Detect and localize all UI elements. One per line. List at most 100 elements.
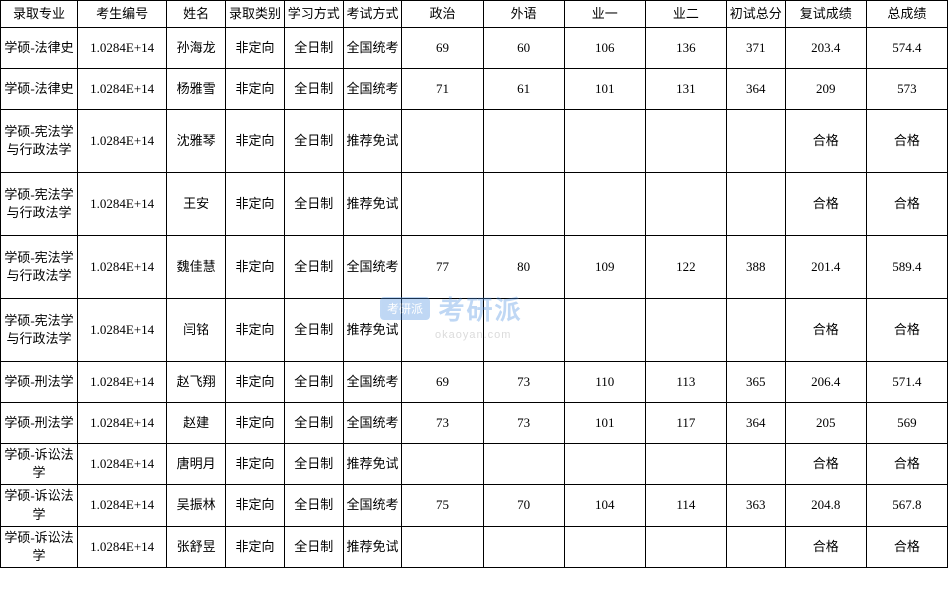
table-cell: 69 [402, 28, 483, 69]
table-cell: 学硕-法律史 [1, 69, 78, 110]
table-cell: 117 [645, 403, 726, 444]
table-cell: 201.4 [785, 236, 866, 299]
table-cell: 赵飞翔 [167, 362, 226, 403]
table-cell: 1.0284E+14 [78, 403, 167, 444]
table-cell: 非定向 [226, 236, 285, 299]
table-cell [402, 526, 483, 567]
table-cell: 388 [726, 236, 785, 299]
table-cell: 非定向 [226, 403, 285, 444]
table-cell: 206.4 [785, 362, 866, 403]
table-cell: 203.4 [785, 28, 866, 69]
table-cell: 209 [785, 69, 866, 110]
column-header: 业二 [645, 1, 726, 28]
table-cell [483, 526, 564, 567]
table-row: 学硕-诉讼法学1.0284E+14张舒昱非定向全日制推荐免试合格合格 [1, 526, 948, 567]
table-cell: 106 [564, 28, 645, 69]
table-cell: 73 [483, 403, 564, 444]
table-cell: 学硕-刑法学 [1, 362, 78, 403]
table-cell: 364 [726, 69, 785, 110]
table-cell [483, 299, 564, 362]
table-cell: 学硕-宪法学与行政法学 [1, 299, 78, 362]
column-header: 姓名 [167, 1, 226, 28]
table-row: 学硕-刑法学1.0284E+14赵建非定向全日制全国统考737310111736… [1, 403, 948, 444]
table-row: 学硕-刑法学1.0284E+14赵飞翔非定向全日制全国统考69731101133… [1, 362, 948, 403]
table-cell: 推荐免试 [343, 299, 402, 362]
table-cell: 204.8 [785, 485, 866, 526]
table-cell [564, 299, 645, 362]
table-cell: 推荐免试 [343, 173, 402, 236]
table-cell: 全日制 [284, 236, 343, 299]
table-cell: 学硕-刑法学 [1, 403, 78, 444]
table-cell: 全国统考 [343, 28, 402, 69]
table-cell: 全日制 [284, 69, 343, 110]
table-cell: 王安 [167, 173, 226, 236]
table-cell: 全国统考 [343, 485, 402, 526]
table-cell [402, 110, 483, 173]
table-cell: 非定向 [226, 485, 285, 526]
table-cell: 唐明月 [167, 444, 226, 485]
table-cell: 学硕-法律史 [1, 28, 78, 69]
table-cell: 非定向 [226, 444, 285, 485]
table-row: 学硕-宪法学与行政法学1.0284E+14王安非定向全日制推荐免试合格合格 [1, 173, 948, 236]
table-cell: 1.0284E+14 [78, 69, 167, 110]
column-header: 录取专业 [1, 1, 78, 28]
table-cell: 61 [483, 69, 564, 110]
table-cell: 非定向 [226, 110, 285, 173]
table-cell: 1.0284E+14 [78, 236, 167, 299]
table-cell [645, 444, 726, 485]
table-cell: 合格 [866, 110, 947, 173]
column-header: 外语 [483, 1, 564, 28]
table-cell: 合格 [785, 299, 866, 362]
table-cell [645, 526, 726, 567]
table-cell [402, 299, 483, 362]
table-cell [402, 444, 483, 485]
table-cell: 学硕-宪法学与行政法学 [1, 110, 78, 173]
table-cell: 70 [483, 485, 564, 526]
table-cell: 非定向 [226, 299, 285, 362]
table-cell: 371 [726, 28, 785, 69]
table-cell [726, 173, 785, 236]
table-cell [645, 110, 726, 173]
table-cell: 学硕-诉讼法学 [1, 485, 78, 526]
table-cell: 非定向 [226, 526, 285, 567]
table-cell: 1.0284E+14 [78, 173, 167, 236]
table-cell: 1.0284E+14 [78, 485, 167, 526]
table-cell: 101 [564, 403, 645, 444]
table-cell: 104 [564, 485, 645, 526]
table-cell: 574.4 [866, 28, 947, 69]
table-cell: 364 [726, 403, 785, 444]
table-cell: 75 [402, 485, 483, 526]
table-cell: 合格 [866, 299, 947, 362]
table-cell [726, 526, 785, 567]
table-cell: 非定向 [226, 362, 285, 403]
column-header: 初试总分 [726, 1, 785, 28]
table-row: 学硕-宪法学与行政法学1.0284E+14闫铭非定向全日制推荐免试合格合格 [1, 299, 948, 362]
table-cell [564, 444, 645, 485]
table-cell: 全日制 [284, 444, 343, 485]
table-cell: 1.0284E+14 [78, 299, 167, 362]
table-cell: 60 [483, 28, 564, 69]
table-cell: 全日制 [284, 403, 343, 444]
table-cell: 非定向 [226, 69, 285, 110]
table-cell: 101 [564, 69, 645, 110]
table-cell: 1.0284E+14 [78, 28, 167, 69]
table-cell: 推荐免试 [343, 444, 402, 485]
column-header: 录取类别 [226, 1, 285, 28]
table-cell [645, 299, 726, 362]
table-cell: 569 [866, 403, 947, 444]
table-cell: 闫铭 [167, 299, 226, 362]
table-cell: 非定向 [226, 173, 285, 236]
table-cell: 学硕-宪法学与行政法学 [1, 236, 78, 299]
table-cell: 205 [785, 403, 866, 444]
table-cell: 合格 [866, 444, 947, 485]
column-header: 总成绩 [866, 1, 947, 28]
table-cell: 全日制 [284, 485, 343, 526]
table-cell: 合格 [785, 444, 866, 485]
table-cell: 赵建 [167, 403, 226, 444]
table-cell: 365 [726, 362, 785, 403]
table-cell [564, 173, 645, 236]
table-cell [483, 444, 564, 485]
table-cell: 合格 [866, 173, 947, 236]
table-cell: 122 [645, 236, 726, 299]
table-cell: 73 [483, 362, 564, 403]
